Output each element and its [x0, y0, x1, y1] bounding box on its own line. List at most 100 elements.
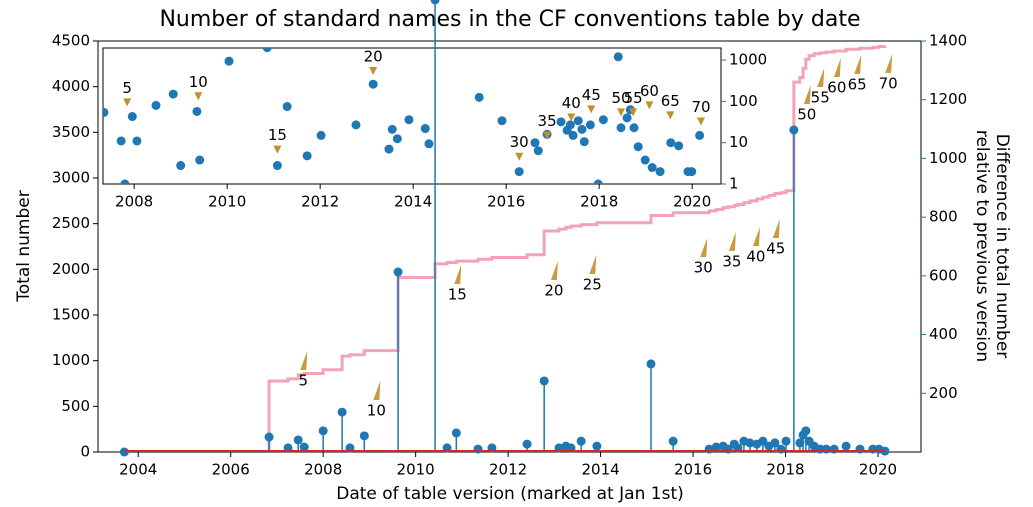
x-tick-label: 2012 [301, 193, 339, 211]
y2-tick-label: 400 [929, 325, 958, 343]
point [629, 123, 639, 133]
y-tick-label: 10 [729, 133, 748, 151]
x-tick-label: 2016 [487, 193, 525, 211]
x-tick-label: 2020 [859, 461, 897, 479]
point [282, 102, 292, 112]
point [474, 92, 484, 102]
stem-marker [473, 444, 483, 454]
x-axis-label: Date of table version (marked at Jan 1st… [336, 484, 684, 504]
stem-marker [576, 436, 586, 446]
stem-marker [801, 426, 811, 436]
annotation-label: 10 [189, 73, 208, 91]
stem-marker [393, 267, 403, 277]
y-tick-label: 2000 [52, 260, 90, 278]
point [168, 89, 178, 99]
y-tick-label: 500 [61, 397, 90, 415]
point [351, 120, 361, 130]
point [530, 138, 540, 148]
point [120, 179, 130, 184]
x-tick-label: 2018 [580, 193, 618, 211]
point [384, 144, 394, 154]
annotation-label: 5 [122, 79, 132, 97]
annotation-arrow [515, 152, 524, 161]
stem-marker [539, 376, 549, 386]
annotation-arrow [617, 108, 626, 117]
annotation-arrow [550, 260, 558, 280]
annotation-arrow [833, 57, 841, 77]
annotation-label: 5 [299, 372, 309, 390]
point [151, 100, 161, 110]
y-tick-label: 0 [80, 443, 90, 461]
x-tick-label: 2018 [766, 461, 804, 479]
point [556, 117, 566, 127]
y-tick-label: 2500 [52, 214, 90, 232]
y-tick-label: 3500 [52, 123, 90, 141]
chart-title: Number of standard names in the CF conve… [159, 7, 860, 32]
annotation-label: 50 [797, 105, 816, 123]
stem-marker [293, 435, 303, 445]
annotation-label: 15 [448, 285, 467, 303]
point [666, 138, 676, 148]
annotation-arrow [369, 66, 378, 75]
stem-marker [264, 432, 274, 442]
point [272, 161, 282, 171]
point [622, 113, 632, 123]
stem-marker [745, 438, 755, 448]
point [514, 167, 524, 177]
annotation-label: 70 [879, 74, 898, 92]
point [262, 48, 272, 53]
stem-marker [829, 444, 839, 454]
point [687, 167, 697, 177]
stem-marker [789, 125, 799, 135]
point [533, 146, 543, 156]
annotation-label: 25 [583, 275, 602, 293]
x-tick-label: 2004 [119, 461, 157, 479]
stem-marker [711, 442, 721, 452]
annotation-arrow [666, 111, 675, 120]
point [195, 155, 205, 165]
y2-tick-label: 800 [929, 208, 958, 226]
stem-marker [758, 436, 768, 446]
stem-marker [795, 438, 805, 448]
point [316, 130, 326, 140]
y2-axis-label: relative to previous version [972, 130, 992, 362]
point [368, 79, 378, 89]
y2-tick-label: 1000 [929, 149, 967, 167]
stem-marker [451, 428, 461, 438]
annotation-arrow [543, 131, 552, 140]
annotation-arrow [885, 53, 893, 73]
y2-tick-label: 600 [929, 266, 958, 284]
point [579, 137, 589, 147]
annotation-label: 45 [766, 239, 785, 257]
annotation-arrow [123, 98, 132, 107]
annotation-arrow [728, 231, 736, 251]
stem-marker [299, 442, 309, 452]
annotation-arrow [645, 101, 654, 110]
x-tick-label: 2014 [581, 461, 619, 479]
annotation-label: 30 [510, 133, 529, 151]
point [598, 115, 608, 125]
point [573, 116, 583, 126]
y-tick-label: 1 [729, 175, 739, 193]
point [192, 106, 202, 116]
x-tick-label: 2020 [673, 193, 711, 211]
point [497, 116, 507, 126]
annotation-label: 45 [582, 86, 601, 104]
stem-marker [781, 436, 791, 446]
point [116, 136, 126, 146]
stem-marker [592, 441, 602, 451]
stem-marker [337, 407, 347, 417]
annotation-label: 20 [364, 47, 383, 65]
x-tick-label: 2010 [397, 461, 435, 479]
y-tick-label: 1000 [729, 51, 767, 69]
point [695, 130, 705, 140]
stem-marker [841, 441, 851, 451]
annotation-arrow [629, 108, 638, 117]
x-tick-label: 2010 [208, 193, 246, 211]
point [420, 124, 430, 134]
stem-marker [646, 359, 656, 369]
annotation-label: 15 [268, 126, 287, 144]
point [302, 151, 312, 161]
annotation-arrow [817, 67, 825, 87]
stem-marker [821, 444, 831, 454]
